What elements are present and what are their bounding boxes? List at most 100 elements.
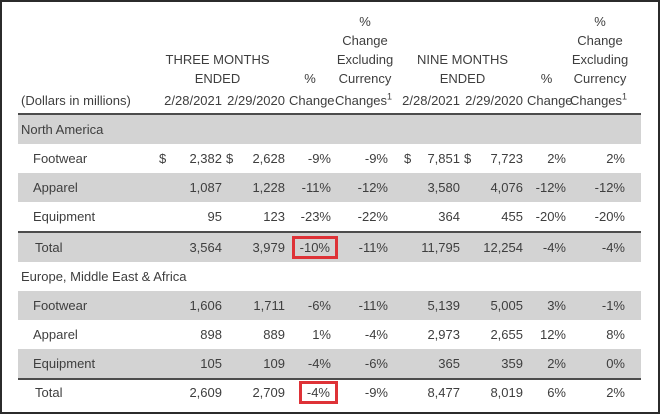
empty-cell <box>462 320 476 349</box>
cell-value: 3,580 <box>410 173 462 202</box>
cell-value: 2,709 <box>238 378 287 405</box>
empty-cell <box>224 173 238 202</box>
row-label: Equipment <box>18 349 148 379</box>
cell-value: 5,139 <box>410 291 462 320</box>
header-row-dates: (Dollars in millions) 2/28/2021 2/29/202… <box>18 88 641 115</box>
cell-pct-change: -4% <box>525 231 568 262</box>
row-label: Footwear <box>18 291 148 320</box>
empty-cell <box>148 173 168 202</box>
header-spacer <box>18 6 148 88</box>
cell-pct-change-highlighted: -10% <box>287 231 338 262</box>
cell-pct-excl: -9% <box>333 144 390 173</box>
cell-pct-change: 6% <box>525 378 568 405</box>
currency-symbol: $ <box>462 144 476 173</box>
empty-cell <box>148 349 168 379</box>
empty-cell <box>148 202 168 232</box>
cell-pct-excl: 0% <box>568 349 641 379</box>
changes-label-3m: Changes1 <box>333 88 392 115</box>
currency-symbol: $ <box>224 144 238 173</box>
excl-currency-header-3m: % Change Excluding Currency <box>336 14 394 86</box>
empty-cell <box>390 378 410 405</box>
currency-symbol: $ <box>390 144 411 173</box>
empty-cell <box>148 320 168 349</box>
cell-pct-excl: -4% <box>568 231 641 262</box>
cell-value: 365 <box>410 349 462 379</box>
empty-cell <box>462 202 476 232</box>
table-row: Equipment 95 123 -23% -22% 364 455 -20% … <box>18 202 641 232</box>
empty-cell <box>224 291 238 320</box>
date-3m-2020: 2/29/2020 <box>224 88 287 115</box>
cell-value: 2,973 <box>410 320 462 349</box>
cell-pct-change: -23% <box>287 202 333 232</box>
cell-value: 1,087 <box>168 173 224 202</box>
cell-pct-excl: 2% <box>568 144 641 173</box>
cell-pct-change: -11% <box>287 173 333 202</box>
table-header: THREE MONTHS ENDED % % Change Excluding … <box>18 6 641 115</box>
empty-cell <box>390 173 410 202</box>
cell-value: 3,979 <box>238 231 287 262</box>
empty-cell <box>462 349 476 379</box>
section-row-emea: Europe, Middle East & Africa <box>18 262 641 291</box>
empty-cell <box>462 231 476 262</box>
cell-pct-excl: -12% <box>568 173 641 202</box>
cell-pct-change: -12% <box>525 173 568 202</box>
footnote-marker: 1 <box>622 91 628 102</box>
empty-cell <box>462 173 476 202</box>
cell-value: 8,477 <box>410 378 462 405</box>
cell-pct-change-highlighted: -4% <box>287 378 338 405</box>
dollars-note: (Dollars in millions) <box>18 88 148 115</box>
nine-months-header: NINE MONTHS ENDED <box>417 52 508 86</box>
row-label: Footwear <box>18 144 148 173</box>
date-3m-2021: 2/28/2021 <box>148 88 224 115</box>
cell-pct-change: -6% <box>287 291 333 320</box>
section-title: North America <box>18 114 641 144</box>
empty-cell <box>148 231 168 262</box>
empty-cell <box>148 378 168 405</box>
table-row: Apparel 1,087 1,228 -11% -12% 3,580 4,07… <box>18 173 641 202</box>
cell-pct-excl: -6% <box>333 349 390 379</box>
empty-cell <box>390 291 410 320</box>
date-9m-2020: 2/29/2020 <box>462 88 525 115</box>
currency-symbol: $ <box>148 144 168 173</box>
cell-pct-excl: -9% <box>333 378 390 405</box>
cell-value: 1,711 <box>238 291 287 320</box>
cell-value: 2,628 <box>238 144 287 173</box>
empty-cell <box>390 349 410 379</box>
row-label: Equipment <box>18 202 148 232</box>
cell-pct-excl: 2% <box>568 378 641 405</box>
cell-pct-excl: -22% <box>333 202 390 232</box>
cell-pct-excl: -20% <box>568 202 641 232</box>
empty-cell <box>462 378 476 405</box>
cell-pct-change: -20% <box>525 202 568 232</box>
empty-cell <box>462 291 476 320</box>
cell-pct-excl: -1% <box>568 291 641 320</box>
empty-cell <box>224 231 238 262</box>
change-label-9m: Change <box>525 88 573 115</box>
cell-value: 109 <box>238 349 287 379</box>
table-row: Footwear $ 2,382 $ 2,628 -9% -9% $ 7,851… <box>18 144 641 173</box>
row-label: Total <box>18 231 148 262</box>
total-row-north-america: Total 3,564 3,979 -10% -11% 11,795 12,25… <box>18 231 641 262</box>
cell-value: 1,606 <box>168 291 224 320</box>
row-label: Apparel <box>18 173 148 202</box>
header-row-top: THREE MONTHS ENDED % % Change Excluding … <box>18 6 641 88</box>
empty-cell <box>224 202 238 232</box>
pct-symbol-9m: % <box>540 71 553 86</box>
cell-value: 4,076 <box>476 173 525 202</box>
change-label-3m: Change <box>287 88 335 115</box>
total-row-emea: Total 2,609 2,709 -4% -9% 8,477 8,019 6%… <box>18 378 641 405</box>
cell-pct-change: 12% <box>525 320 568 349</box>
cell-pct-change: -9% <box>287 144 333 173</box>
section-title: Europe, Middle East & Africa <box>18 262 641 291</box>
highlight-box: -4% <box>298 381 338 404</box>
empty-cell <box>390 231 410 262</box>
cell-value: 105 <box>168 349 224 379</box>
cell-value: 2,382 <box>168 144 224 173</box>
cell-value: 898 <box>168 320 224 349</box>
cell-pct-change: 3% <box>525 291 568 320</box>
cell-value: 359 <box>476 349 525 379</box>
excl-currency-header-9m: % Change Excluding Currency <box>571 14 629 86</box>
highlight-box: -10% <box>291 236 338 259</box>
cell-pct-excl: -12% <box>333 173 390 202</box>
